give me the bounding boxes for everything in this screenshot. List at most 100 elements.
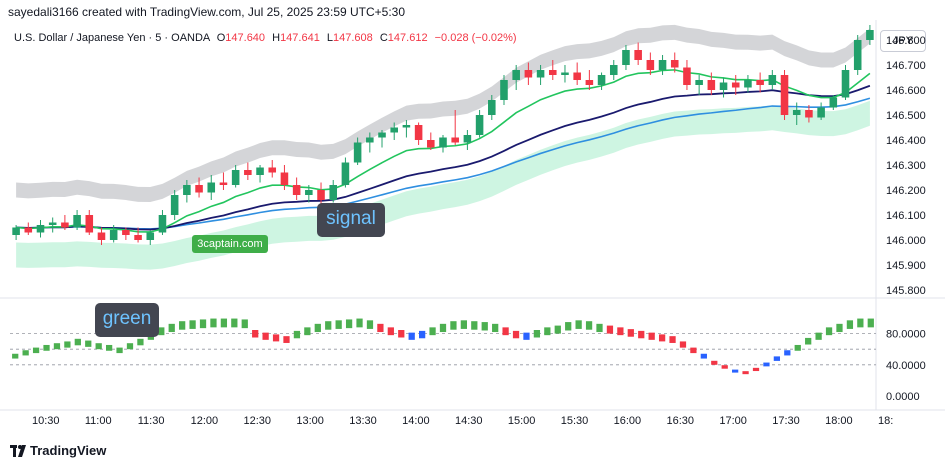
osc-bar [199,319,207,329]
price-tick-label: 145.800 [886,285,926,297]
candle-body [329,185,338,200]
candle-body [695,80,703,85]
osc-bar [429,327,436,336]
candle-body [256,167,264,175]
symbol-legend[interactable]: U.S. Dollar / Japanese Yen · 5 · OANDA O… [14,32,517,44]
candle-body [195,185,203,193]
osc-bar [523,332,530,340]
candle-body [97,232,106,240]
time-tick-label: 15:30 [561,415,589,427]
candle-body [780,75,789,115]
osc-bar [356,318,363,328]
candle-body [731,82,740,88]
osc-bar [22,350,29,356]
candle-body [597,75,606,85]
osc-bar [857,318,864,328]
osc-bar [732,369,739,373]
candle-body [853,40,862,70]
candle-body [353,142,362,163]
candle-body [427,140,435,148]
osc-bar [627,329,634,337]
currency-button[interactable]: JPY [880,30,926,52]
candle-body [61,222,69,228]
candle-body [792,110,801,115]
candle-body [292,185,301,195]
candle-body [341,162,350,185]
candles [12,25,874,245]
time-tick-label: 13:30 [349,415,377,427]
close-value: 147.612 [387,32,428,44]
candle-body [658,60,667,70]
time-tick-label: 11:00 [85,415,112,427]
price-tick-label: 146.500 [886,110,926,122]
osc-bar [366,320,374,329]
osc-tick-label: 0.0000 [886,391,920,403]
osc-bar [179,321,186,330]
tradingview-logo[interactable]: TradingView [10,443,106,458]
symbol-name: U.S. Dollar / Japanese Yen · 5 · OANDA [14,32,210,44]
candle-body [719,82,728,90]
signal-callout: signal [317,203,385,237]
high-value: 147.641 [280,32,320,44]
price-tick-label: 146.100 [886,210,926,222]
osc-bar [648,332,655,340]
candle-body [24,227,33,233]
time-tick-label: 16:30 [667,415,695,427]
osc-bar [345,319,353,329]
osc-bar [325,321,332,330]
candle-body [280,172,289,185]
osc-bar [262,332,269,340]
candle-body [219,182,228,185]
candle-body [12,227,20,235]
price-tick-label: 145.900 [886,260,926,272]
osc-bar [763,362,770,367]
candle-body [36,225,45,233]
osc-bar [721,365,728,369]
candle-body [488,100,496,115]
osc-bar [815,332,822,340]
osc-bar [220,318,228,328]
candle-body [451,137,459,143]
osc-tick-label: 80.0000 [886,329,926,341]
osc-bar [158,327,165,336]
osc-bar [408,332,415,340]
time-tick-label: 11:30 [138,415,165,427]
osc-bar [700,353,707,359]
time-tick-label: 14:00 [402,415,430,427]
price-tick-label: 146.400 [886,135,926,147]
open-value: 147.640 [225,32,266,44]
candle-body [646,60,655,70]
price-tick-label: 146.300 [886,160,926,172]
candle-body [366,137,374,143]
candle-body [463,135,472,143]
osc-bar [126,343,134,350]
candle-body [622,50,630,65]
osc-bar [241,319,248,329]
osc-bar [293,330,301,339]
time-tick-label: 13:00 [296,415,324,427]
osc-bar [43,344,50,351]
osc-bar [565,322,572,331]
candle-body [670,60,679,68]
osc-bar [512,330,520,339]
osc-bar [419,330,426,339]
candle-body [122,230,130,235]
price-tick-label: 146.800 [886,35,926,47]
candle-body [268,167,277,173]
chart-credit: sayedali3166 created with TradingView.co… [8,5,406,19]
price-tick-label: 146.700 [886,60,926,72]
high-key: H [272,32,281,44]
osc-bar [168,323,175,333]
osc-bar [252,330,259,338]
time-tick-label: 10:30 [32,415,60,427]
candle-body [585,80,594,85]
osc-bar [283,336,290,343]
price-axis: 146.800 146.700 146.600 146.500 146.400 146.3… [886,35,926,297]
osc-bar [32,347,40,354]
time-axis: 10:30 11:00 11:30 12:00 12:30 13:00 13:30 14:00… [32,415,893,427]
osc-bar [554,325,561,334]
oscillator-axis: 80.0000 40.0000 0.0000 [886,329,926,403]
osc-bar [867,318,874,328]
candle-body [439,137,447,148]
